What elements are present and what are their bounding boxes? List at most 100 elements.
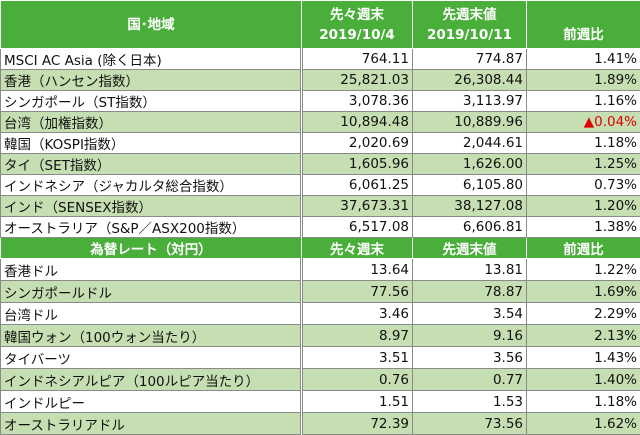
row-prev2: 764.11 (302, 49, 413, 70)
row-prev: 3,113.97 (413, 91, 527, 112)
header-prev2-label: 先々週末 (330, 7, 384, 23)
row-change: 1.69% (527, 281, 640, 303)
row-name: 韓国（KOSPI指数） (1, 133, 302, 154)
row-prev2: 2,020.69 (302, 133, 413, 154)
row-prev2: 25,821.03 (302, 70, 413, 91)
row-name: シンガポールドル (1, 281, 302, 303)
row-name: 韓国ウォン（100ウォン当たり） (1, 325, 302, 347)
row-prev2: 13.64 (302, 259, 413, 281)
row-change: 1.20% (527, 196, 640, 217)
row-prev: 10,889.96 (413, 112, 527, 133)
row-prev2: 3.46 (302, 303, 413, 325)
fx-header-row: 為替レート（対円） 先々週末 先週末値 前週比 (1, 238, 640, 259)
row-prev2: 6,061.25 (302, 175, 413, 196)
row-change: 1.18% (527, 391, 640, 413)
row-name: オーストラリアドル (1, 413, 302, 435)
row-change: 1.40% (527, 369, 640, 391)
row-change: 1.41% (527, 49, 640, 70)
row-change: 1.25% (527, 154, 640, 175)
row-prev: 0.77 (413, 369, 527, 391)
row-name: 台湾（加権指数） (1, 112, 302, 133)
fx-header-prev: 先週末値 (413, 238, 527, 259)
row-change: 2.13% (527, 325, 640, 347)
row-change: 1.43% (527, 347, 640, 369)
row-name: 香港ドル (1, 259, 302, 281)
row-prev: 9.16 (413, 325, 527, 347)
row-name: シンガポール（ST指数） (1, 91, 302, 112)
header-prev2: 先々週末 2019/10/4 (302, 1, 413, 49)
row-prev: 13.81 (413, 259, 527, 281)
row-change: 1.62% (527, 413, 640, 435)
row-prev: 1.53 (413, 391, 527, 413)
row-name: 台湾ドル (1, 303, 302, 325)
row-name: 香港（ハンセン指数） (1, 70, 302, 91)
row-prev: 3.56 (413, 347, 527, 369)
row-prev2: 3.51 (302, 347, 413, 369)
row-prev: 3.54 (413, 303, 527, 325)
fx-header-change: 前週比 (527, 238, 640, 259)
row-change: 2.29% (527, 303, 640, 325)
row-prev: 78.87 (413, 281, 527, 303)
row-name: インド（SENSEX指数） (1, 196, 302, 217)
row-prev2: 1.51 (302, 391, 413, 413)
header-prev2-date: 2019/10/4 (319, 27, 395, 43)
row-name: インドネシア（ジャカルタ総合指数） (1, 175, 302, 196)
header-prev-date: 2019/10/11 (427, 27, 512, 43)
row-prev2: 72.39 (302, 413, 413, 435)
row-prev2: 0.76 (302, 369, 413, 391)
fx-header-prev2: 先々週末 (302, 238, 413, 259)
row-name: インドネシアルピア（100ルピア当たり） (1, 369, 302, 391)
row-prev2: 10,894.48 (302, 112, 413, 133)
header-prev-label: 先週末値 (443, 7, 497, 23)
row-prev: 6,606.81 (413, 217, 527, 238)
row-name: インドルピー (1, 391, 302, 413)
row-prev: 774.87 (413, 49, 527, 70)
index-header-row: 国･地域 先々週末 2019/10/4 先週末値 2019/10/11 前週比 (1, 1, 640, 49)
row-change: 1.89% (527, 70, 640, 91)
row-prev: 26,308.44 (413, 70, 527, 91)
header-change: 前週比 (527, 1, 640, 49)
row-prev2: 8.97 (302, 325, 413, 347)
row-change: 1.38% (527, 217, 640, 238)
row-prev: 2,044.61 (413, 133, 527, 154)
row-prev2: 37,673.31 (302, 196, 413, 217)
row-prev2: 1,605.96 (302, 154, 413, 175)
row-change: 1.22% (527, 259, 640, 281)
row-change: ▲0.04% (527, 112, 640, 133)
row-change: 0.73% (527, 175, 640, 196)
header-prev: 先週末値 2019/10/11 (413, 1, 527, 49)
row-prev2: 3,078.36 (302, 91, 413, 112)
row-name: オーストラリア（S&P／ASX200指数） (1, 217, 302, 238)
row-name: MSCI AC Asia (除く日本) (1, 49, 302, 70)
row-prev: 1,626.00 (413, 154, 527, 175)
fx-section: 為替レート（対円） 先々週末 先週末値 前週比 (1, 238, 640, 259)
row-change: 1.18% (527, 133, 640, 154)
row-prev: 6,105.80 (413, 175, 527, 196)
row-prev2: 77.56 (302, 281, 413, 303)
row-prev2: 6,517.08 (302, 217, 413, 238)
header-region: 国･地域 (1, 1, 302, 49)
row-change: 1.16% (527, 91, 640, 112)
row-prev: 73.56 (413, 413, 527, 435)
row-name: タイ（SET指数） (1, 154, 302, 175)
row-name: タイバーツ (1, 347, 302, 369)
